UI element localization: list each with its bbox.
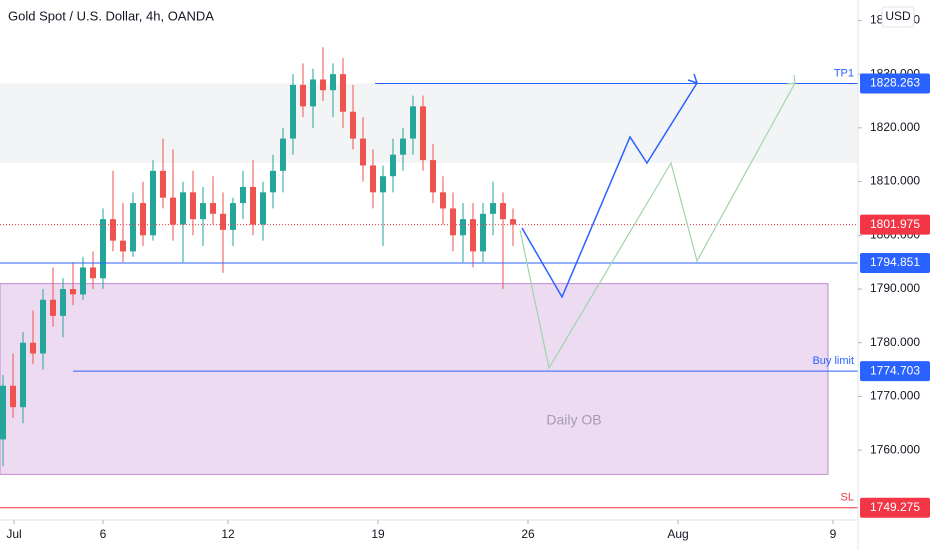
candle-body [150, 170, 156, 236]
title-bg [0, 4, 225, 30]
projection [519, 73, 796, 370]
x-tick-label: 26 [521, 527, 535, 541]
x-tick-label: 9 [830, 527, 837, 541]
candle-body [450, 208, 456, 236]
candle-body [110, 219, 116, 241]
candle-body [300, 84, 306, 107]
candle-body [0, 385, 6, 440]
price-label: 1828.263 [870, 76, 920, 90]
candle-body [360, 138, 366, 166]
candle-body [50, 299, 56, 316]
projection-path-blue [521, 82, 698, 299]
candle-body [510, 219, 516, 225]
zone-label: Daily OB [546, 412, 601, 428]
currency-badge[interactable] [881, 6, 915, 28]
y-tick-label: 1820.000 [870, 120, 920, 134]
candle-body [250, 186, 256, 225]
candle-body [80, 267, 86, 295]
candle-body [440, 192, 446, 209]
levels: TP1 Buy limit SL [0, 67, 858, 509]
candle-body [200, 203, 206, 220]
candle-body [460, 219, 466, 236]
candle-body [500, 203, 506, 220]
price-label: 1749.275 [870, 500, 920, 514]
y-tick-label: 1790.000 [870, 281, 920, 295]
level-name: SL [841, 492, 854, 504]
price-label: 1774.703 [870, 363, 920, 377]
price-label-bg [860, 214, 930, 235]
price-label: 1794.851 [870, 255, 920, 269]
x-tick-label: Aug [667, 527, 688, 541]
y-tick-label: 1780.000 [870, 335, 920, 349]
candle-body [320, 79, 326, 91]
candle-body [90, 267, 96, 279]
arrow-head [687, 73, 699, 85]
candle-body [430, 160, 436, 193]
candle-body [350, 111, 356, 139]
projection-path-green [519, 82, 796, 370]
candle-body [240, 186, 246, 204]
y-tick-label: 1770.000 [870, 389, 920, 403]
chart-title: Gold Spot / U.S. Dollar, 4h, OANDA [8, 8, 214, 23]
candle-body [10, 385, 16, 408]
candle-body [230, 203, 236, 230]
arrow-head [786, 74, 796, 85]
candle-body [180, 192, 186, 225]
candle-body [420, 106, 426, 161]
price-label-bg [860, 361, 930, 382]
price-label-bg [860, 73, 930, 94]
y-tick-label: 1810.000 [870, 174, 920, 188]
zone [0, 83, 858, 163]
candle-body [140, 203, 146, 236]
candle-body [40, 299, 46, 354]
candle-body [380, 176, 386, 193]
candle-body [490, 203, 496, 214]
currency: USD [885, 9, 911, 23]
level-name: Buy limit [812, 355, 854, 367]
x-tick-label: 19 [371, 527, 385, 541]
candle-body [20, 342, 26, 408]
candle-body [30, 342, 36, 354]
candle-body [270, 170, 276, 193]
candle-body [400, 138, 406, 155]
candle-body [340, 74, 346, 112]
candle-body [370, 165, 376, 193]
candle-body [170, 197, 176, 225]
candle-body [60, 289, 66, 316]
candle-body [120, 240, 126, 252]
candle-body [220, 213, 226, 230]
x-tick-label: Jul [6, 527, 21, 541]
candle-body [330, 74, 336, 91]
candle-body [290, 84, 296, 139]
candle-body [70, 289, 76, 295]
zones: Daily OB [0, 83, 858, 475]
candle-body [410, 106, 416, 139]
price-label: 1801.975 [870, 217, 920, 231]
zone [0, 283, 829, 475]
x-tick-label: 6 [100, 527, 107, 541]
candle-body [130, 203, 136, 252]
candle-body [390, 154, 396, 177]
candle-body [280, 138, 286, 171]
price-label-bg [860, 497, 930, 518]
candles [0, 47, 516, 467]
candle-body [260, 192, 266, 225]
candle-body [210, 203, 216, 214]
candle-body [480, 213, 486, 252]
level-name: TP1 [834, 67, 854, 79]
price-label-bg [860, 252, 930, 273]
x-tick-label: 12 [221, 527, 235, 541]
y-tick-label: 1760.000 [870, 442, 920, 456]
candle-body [310, 79, 316, 107]
candle-body [190, 192, 196, 220]
candle-body [160, 170, 166, 198]
candle-body [100, 219, 106, 279]
candle-body [470, 219, 476, 252]
